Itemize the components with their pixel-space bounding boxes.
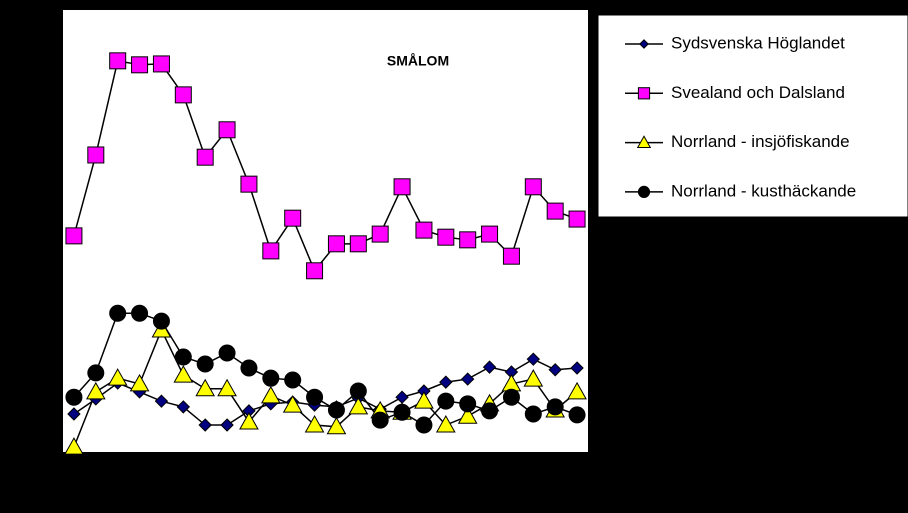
marker <box>195 378 216 397</box>
marker <box>152 312 170 330</box>
marker <box>548 363 562 377</box>
marker <box>435 415 456 433</box>
marker <box>567 381 587 400</box>
marker <box>109 52 127 70</box>
marker <box>196 355 214 373</box>
marker <box>284 209 302 227</box>
plot-area <box>63 10 588 452</box>
marker <box>306 388 324 406</box>
marker <box>481 225 499 243</box>
marker <box>524 178 542 196</box>
marker <box>240 359 258 377</box>
marker <box>481 402 499 420</box>
legend-marker <box>637 185 651 198</box>
marker <box>196 148 214 166</box>
marker <box>173 365 194 383</box>
marker <box>349 382 367 400</box>
marker <box>460 372 475 386</box>
marker <box>570 361 584 375</box>
marker <box>306 262 324 280</box>
marker <box>371 225 389 243</box>
marker <box>262 369 280 387</box>
legend-box <box>597 14 908 218</box>
marker <box>415 221 433 239</box>
marker <box>326 416 347 435</box>
marker <box>87 364 105 382</box>
marker <box>414 391 434 409</box>
marker <box>546 202 564 220</box>
marker <box>85 381 106 400</box>
marker <box>502 388 520 406</box>
marker <box>64 437 84 455</box>
marker <box>393 403 411 421</box>
marker <box>262 242 280 260</box>
marker <box>524 405 542 423</box>
marker <box>415 416 433 434</box>
marker <box>154 394 169 408</box>
marker <box>129 373 150 392</box>
marker <box>349 235 367 253</box>
marker <box>218 121 236 139</box>
marker <box>502 247 520 265</box>
marker <box>284 371 302 389</box>
marker <box>282 395 303 413</box>
marker <box>327 401 345 419</box>
legend-label: Sydsvenska Höglandet <box>671 33 845 52</box>
marker <box>459 395 477 413</box>
marker <box>174 86 192 104</box>
marker <box>260 385 281 404</box>
marker <box>87 146 105 164</box>
marker <box>109 304 127 322</box>
marker <box>176 400 191 414</box>
marker <box>327 235 345 253</box>
marker <box>457 406 478 424</box>
marker <box>174 348 192 366</box>
marker <box>131 304 149 322</box>
marker <box>65 388 83 406</box>
marker <box>67 407 81 421</box>
legend-label: Svealand och Dalsland <box>671 83 845 102</box>
marker <box>437 228 455 246</box>
marker <box>523 369 544 387</box>
marker <box>304 415 325 433</box>
marker <box>437 392 455 410</box>
marker <box>348 396 369 415</box>
legend-marker <box>637 87 651 100</box>
marker <box>107 368 128 386</box>
legend-marker <box>636 135 652 148</box>
legend-label: Norrland - insjöfiskande <box>671 132 850 151</box>
marker <box>371 411 389 429</box>
marker <box>218 344 236 362</box>
marker <box>240 175 258 193</box>
chart-title: SMÅLOM <box>387 53 449 69</box>
legend-marker <box>639 39 649 49</box>
marker <box>546 398 564 416</box>
marker <box>198 418 212 432</box>
marker <box>459 231 477 249</box>
marker <box>568 406 586 424</box>
marker <box>568 210 586 228</box>
marker <box>393 178 411 196</box>
marker <box>152 55 170 73</box>
marker <box>220 418 234 432</box>
marker <box>482 360 497 374</box>
marker <box>131 56 149 74</box>
marker <box>65 227 83 245</box>
marker <box>239 411 259 430</box>
legend-label: Norrland - kusthäckande <box>671 181 856 200</box>
marker <box>217 378 237 397</box>
marker <box>526 352 541 366</box>
marker <box>439 375 453 389</box>
